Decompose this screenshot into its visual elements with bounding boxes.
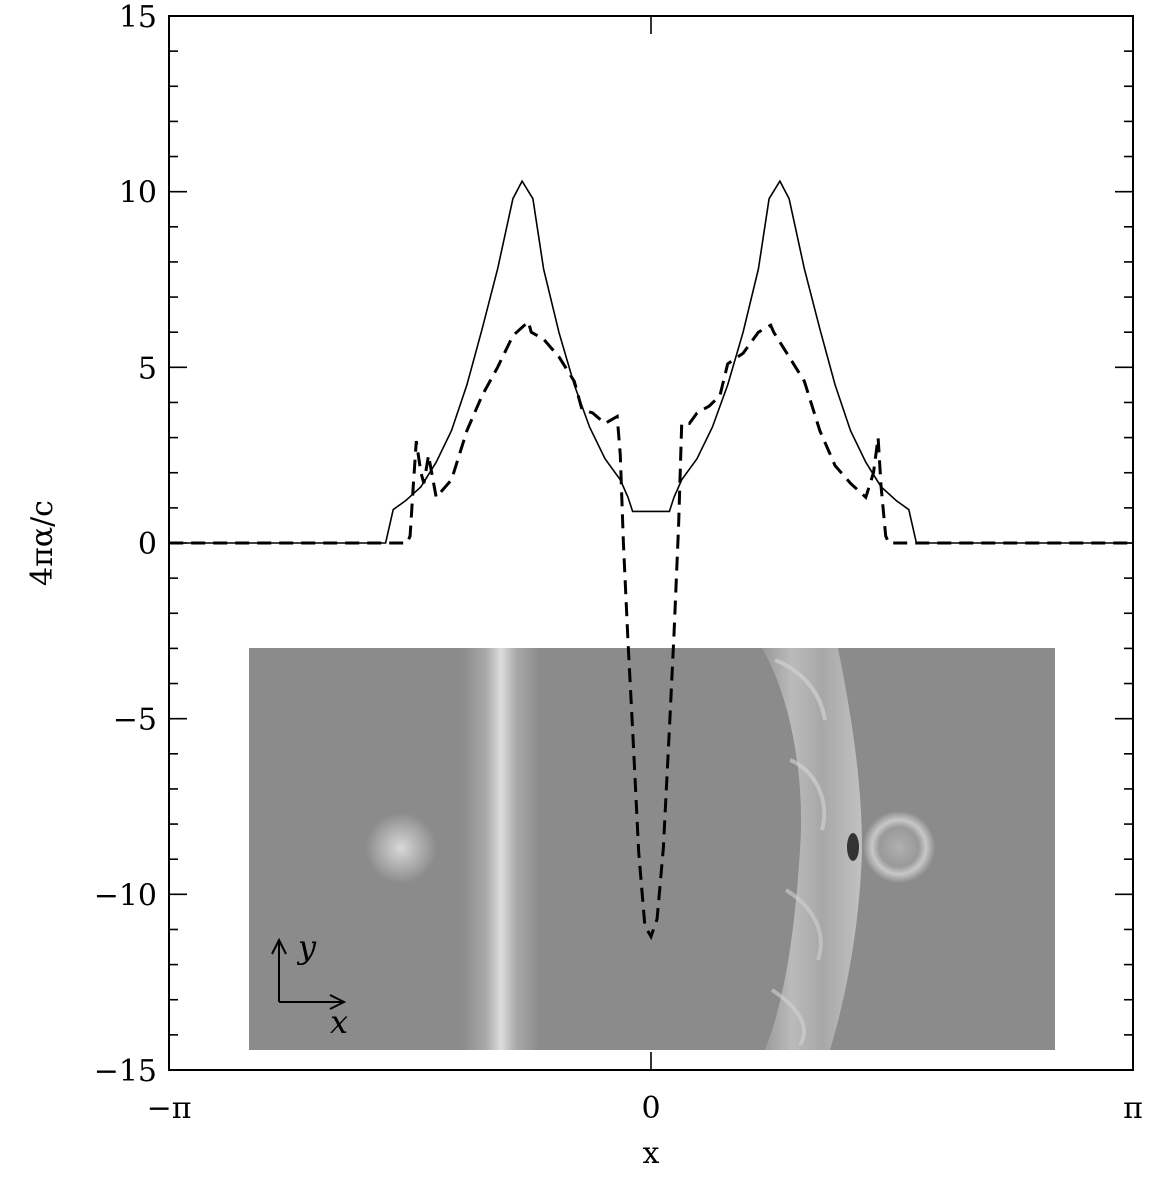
axis-tick-labels: 15 10 5 0 −5 −10 −15−π 0 π — [94, 0, 1143, 1126]
inset-x-label: x — [330, 1003, 348, 1041]
y-tick-label: −10 — [94, 878, 157, 913]
x-tick-label: π — [1123, 1091, 1143, 1126]
x-axis-title: x — [643, 1136, 660, 1171]
inset-image: y x — [249, 648, 1055, 1050]
inset-dark-spot — [847, 833, 859, 861]
series-layer — [169, 179, 1133, 941]
inset-arc-swirl-3 — [784, 888, 823, 961]
y-tick-label: 5 — [138, 351, 157, 386]
inset-arc-swirl-2 — [789, 758, 827, 831]
y-tick-label: −15 — [94, 1054, 157, 1089]
y-tick-label: 15 — [119, 0, 157, 35]
inset-y-label: y — [296, 928, 317, 966]
y-tick-label: 10 — [119, 176, 157, 211]
y-tick-label: 0 — [138, 527, 157, 562]
inset-ring — [863, 811, 935, 883]
inset-arc-front — [762, 648, 862, 1050]
inset-blob-left — [365, 812, 437, 884]
y-tick-label: −5 — [113, 703, 157, 738]
series-solid-line — [169, 179, 1133, 544]
inset-arc-swirl-1 — [774, 658, 827, 721]
series-dashed-line — [169, 318, 1133, 941]
x-tick-label: 0 — [641, 1091, 660, 1126]
x-tick-label: −π — [147, 1091, 192, 1126]
inset-vertical-band — [462, 648, 540, 1050]
inset-axes-indicator — [271, 937, 347, 1010]
inset-arc-swirl-4 — [770, 988, 806, 1047]
y-axis-title: 4πα/c — [25, 500, 60, 586]
